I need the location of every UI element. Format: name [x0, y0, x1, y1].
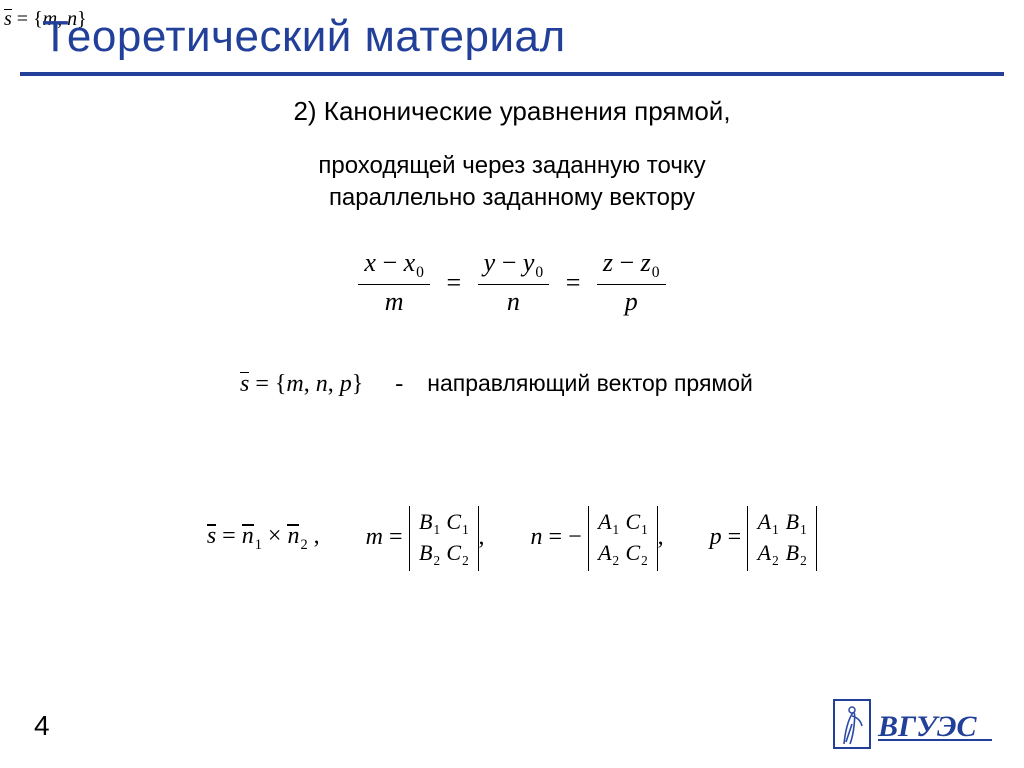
subtext-line2: параллельно заданному вектору: [329, 184, 695, 211]
direction-vector-label: направляющий вектор прямой: [427, 370, 753, 396]
dash: -: [395, 371, 403, 398]
title-underline: [20, 72, 1004, 76]
direction-vector-row: s = {m, n, p} - направляющий вектор прям…: [240, 370, 940, 398]
slide: s = {m, n} Теоретический материал 2) Кан…: [0, 0, 1024, 768]
frac-y: y − y0 n: [478, 248, 550, 317]
subtitle: 2) Канонические уравнения прямой,: [0, 96, 1024, 127]
frac-x: x − x0 m: [358, 248, 430, 317]
p-determinant: p = A1B1 A2B2: [710, 506, 818, 571]
canonical-equation: x − x0 m = y − y0 n = z − z0 p: [0, 248, 1024, 317]
page-number: 4: [34, 710, 50, 742]
s-cross-formula: s = n1 × n2 ,: [207, 523, 320, 554]
direction-vector-formula: s = {m, n, p}: [240, 371, 369, 397]
logo-text: ВГУЭС: [877, 710, 978, 743]
logo: ВГУЭС: [832, 696, 1002, 752]
formulas-row: s = n1 × n2 , m = B1C1 B2C2 , n = − A1C1…: [0, 506, 1024, 571]
subtext: проходящей через заданную точку параллел…: [0, 150, 1024, 215]
frac-z: z − z0 p: [597, 248, 666, 317]
logo-svg: ВГУЭС: [832, 696, 1002, 752]
page-title: Теоретический материал: [42, 12, 566, 62]
m-determinant: m = B1C1 B2C2 ,: [366, 506, 485, 571]
subtext-line1: проходящей через заданную точку: [318, 152, 705, 179]
n-determinant: n = − A1C1 A2C2 ,: [531, 506, 664, 571]
